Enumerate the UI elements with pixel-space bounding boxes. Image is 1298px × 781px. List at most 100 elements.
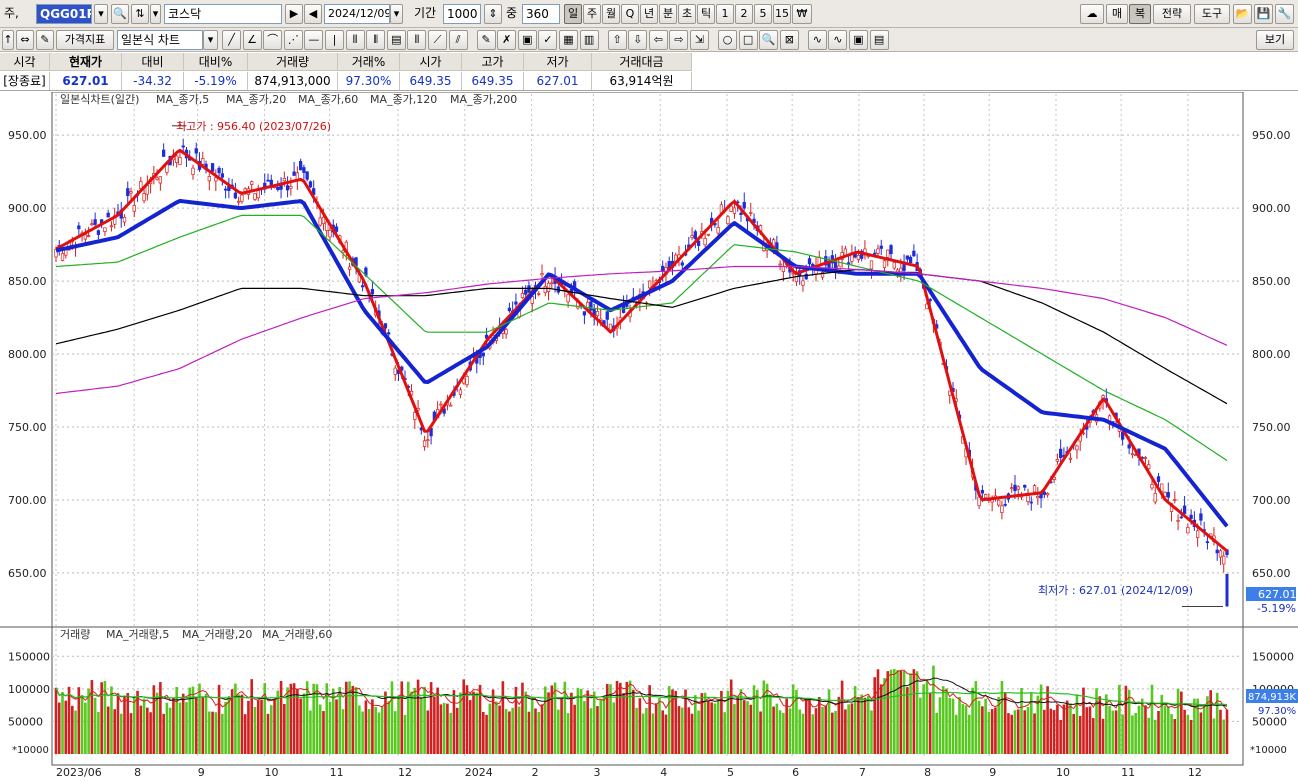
candle-body [1176, 519, 1180, 522]
rectangle-icon[interactable]: □ [738, 30, 758, 50]
up-arrow-icon[interactable]: ↑ [2, 30, 14, 50]
candle-body [220, 173, 225, 178]
arrow-right-icon[interactable]: ⇨ [669, 30, 689, 50]
candle-body [507, 307, 512, 312]
next-arrow-icon[interactable]: ▶ [285, 4, 303, 24]
period-btn-minute[interactable]: 분 [659, 4, 677, 24]
sort-icon[interactable]: ⇅ [131, 4, 149, 24]
vol-legend-ma20: MA_거래량,20 [182, 628, 252, 641]
wave-icon[interactable]: ₩ [792, 4, 812, 24]
circle-icon[interactable]: ○ [718, 30, 737, 50]
candle-body [520, 293, 525, 298]
folder-icon[interactable]: 📂 [1233, 4, 1252, 24]
volume-bar [1137, 705, 1141, 754]
channel-icon[interactable]: ⟋ [428, 30, 447, 50]
symbol-code-input[interactable]: QGG01P [36, 4, 92, 24]
box-icon[interactable]: ▣ [517, 30, 537, 50]
wrench-icon[interactable]: 🔧 [1275, 4, 1294, 24]
stock-chart[interactable]: 950.00 950.00 900.00 900.00 850.00 850.00 800.… [0, 91, 1298, 779]
arrow-up-icon[interactable]: ⇧ [607, 30, 627, 50]
chart-area[interactable]: 950.00 950.00 900.00 900.00 850.00 850.00 800.… [0, 91, 1298, 779]
volume-tick-right: 150000 [1252, 650, 1294, 663]
vertical-line-icon[interactable]: | [325, 30, 344, 50]
crosshair-icon[interactable]: ⊠ [779, 30, 799, 50]
period-btn-1[interactable]: 1 [716, 4, 734, 24]
volume-bar [1101, 718, 1105, 754]
erase-icon[interactable]: ✗ [497, 30, 517, 50]
arrow-left-icon[interactable]: ⇦ [648, 30, 668, 50]
view-button[interactable]: 보기 [1256, 30, 1294, 50]
count-input[interactable]: 360 [522, 4, 560, 24]
screen-icon[interactable]: ▣ [849, 30, 868, 50]
arrow-down-icon[interactable]: ⇩ [628, 30, 648, 50]
date-input[interactable]: 2024/12/09 [324, 4, 390, 24]
pencil-icon[interactable]: ✎ [476, 30, 496, 50]
period-btn-5[interactable]: 5 [754, 4, 772, 24]
period-btn-week[interactable]: 주 [583, 4, 601, 24]
volume-bar [279, 680, 283, 754]
volume-bar [240, 694, 244, 754]
wave-1-icon[interactable]: ∿ [807, 30, 827, 50]
volume-bar [168, 707, 172, 754]
period-btn-15[interactable]: 15 [773, 4, 791, 24]
stepper-icon[interactable]: ⇕ [484, 4, 502, 24]
period-btn-quarter[interactable]: Q [621, 4, 639, 24]
period-btn-second[interactable]: 초 [678, 4, 696, 24]
candle-body [289, 186, 293, 189]
candle-body [305, 171, 309, 180]
angle-line-icon[interactable]: ∠ [242, 30, 262, 50]
zoom-icon[interactable]: 🔍 [759, 30, 779, 50]
candle-body [540, 273, 544, 276]
candle-body [347, 266, 352, 270]
date-dropdown-icon[interactable]: ▾ [390, 4, 403, 24]
fan-icon[interactable]: ⋰ [283, 30, 303, 50]
parallel-icon[interactable]: ⫽ [448, 30, 468, 50]
candle-body [820, 271, 825, 278]
expand-icon[interactable]: ⇔ [16, 30, 34, 50]
symbol-name-field[interactable]: 코스닥 [164, 4, 282, 24]
save-icon[interactable]: 💾 [1254, 4, 1273, 24]
volume-bar [840, 680, 844, 754]
strategy-button[interactable]: 전략 [1153, 4, 1191, 24]
volume-bar [139, 705, 143, 754]
chart-type-dropdown-icon[interactable]: ▾ [203, 30, 218, 50]
wave-2-icon[interactable]: ∿ [828, 30, 848, 50]
fib-time-icon[interactable]: ⦀ [366, 30, 386, 50]
tools-button[interactable]: 도구 [1194, 4, 1230, 24]
print-icon[interactable]: ▤ [869, 30, 889, 50]
fib-retrace-icon[interactable]: ▤ [386, 30, 406, 50]
quote-header-change: 대비 [122, 53, 184, 71]
period-btn-2[interactable]: 2 [735, 4, 753, 24]
text-box-icon[interactable]: ⇲ [690, 30, 709, 50]
volume-bar [570, 692, 573, 754]
check-icon[interactable]: ✓ [538, 30, 558, 50]
cycle-lines-icon[interactable]: ⦀ [345, 30, 365, 50]
table-icon[interactable]: ▥ [579, 30, 599, 50]
low-note: 최저가 : 627.01 (2024/12/09) [1038, 584, 1193, 597]
horizontal-line-icon[interactable]: — [304, 30, 324, 50]
period-btn-day[interactable]: 일 [564, 4, 582, 24]
search-icon[interactable]: 🔍 [111, 4, 129, 24]
period-btn-tick[interactable]: 틱 [697, 4, 715, 24]
candle-body [481, 352, 485, 357]
edit-icon[interactable]: ✎ [36, 30, 54, 50]
indicator-button[interactable]: 가격지표 [56, 30, 114, 50]
period-btn-year[interactable]: 년 [640, 4, 658, 24]
sort-dropdown-icon[interactable]: ▾ [150, 4, 161, 24]
replica-button[interactable]: 복 [1129, 4, 1151, 24]
prev-arrow-icon[interactable]: ◀ [304, 4, 322, 24]
period-input[interactable]: 1000 [443, 4, 481, 24]
trendline-icon[interactable]: ╱ [222, 30, 241, 50]
speed-lines-icon[interactable]: ⫴ [407, 30, 427, 50]
period-btn-month[interactable]: 월 [602, 4, 620, 24]
grid-icon[interactable]: ▦ [559, 30, 578, 50]
arc-icon[interactable]: ⌒ [263, 30, 283, 50]
volume-bar [844, 709, 847, 754]
symbol-dropdown-icon[interactable]: ▾ [94, 4, 108, 24]
candle-body [729, 205, 733, 212]
cloud-icon[interactable]: ☁ [1080, 4, 1104, 24]
chart-type-select[interactable]: 일본식 차트 [117, 30, 203, 50]
candle-body [86, 235, 91, 237]
buy-button[interactable]: 매 [1106, 4, 1128, 24]
volume-bar [227, 696, 231, 754]
